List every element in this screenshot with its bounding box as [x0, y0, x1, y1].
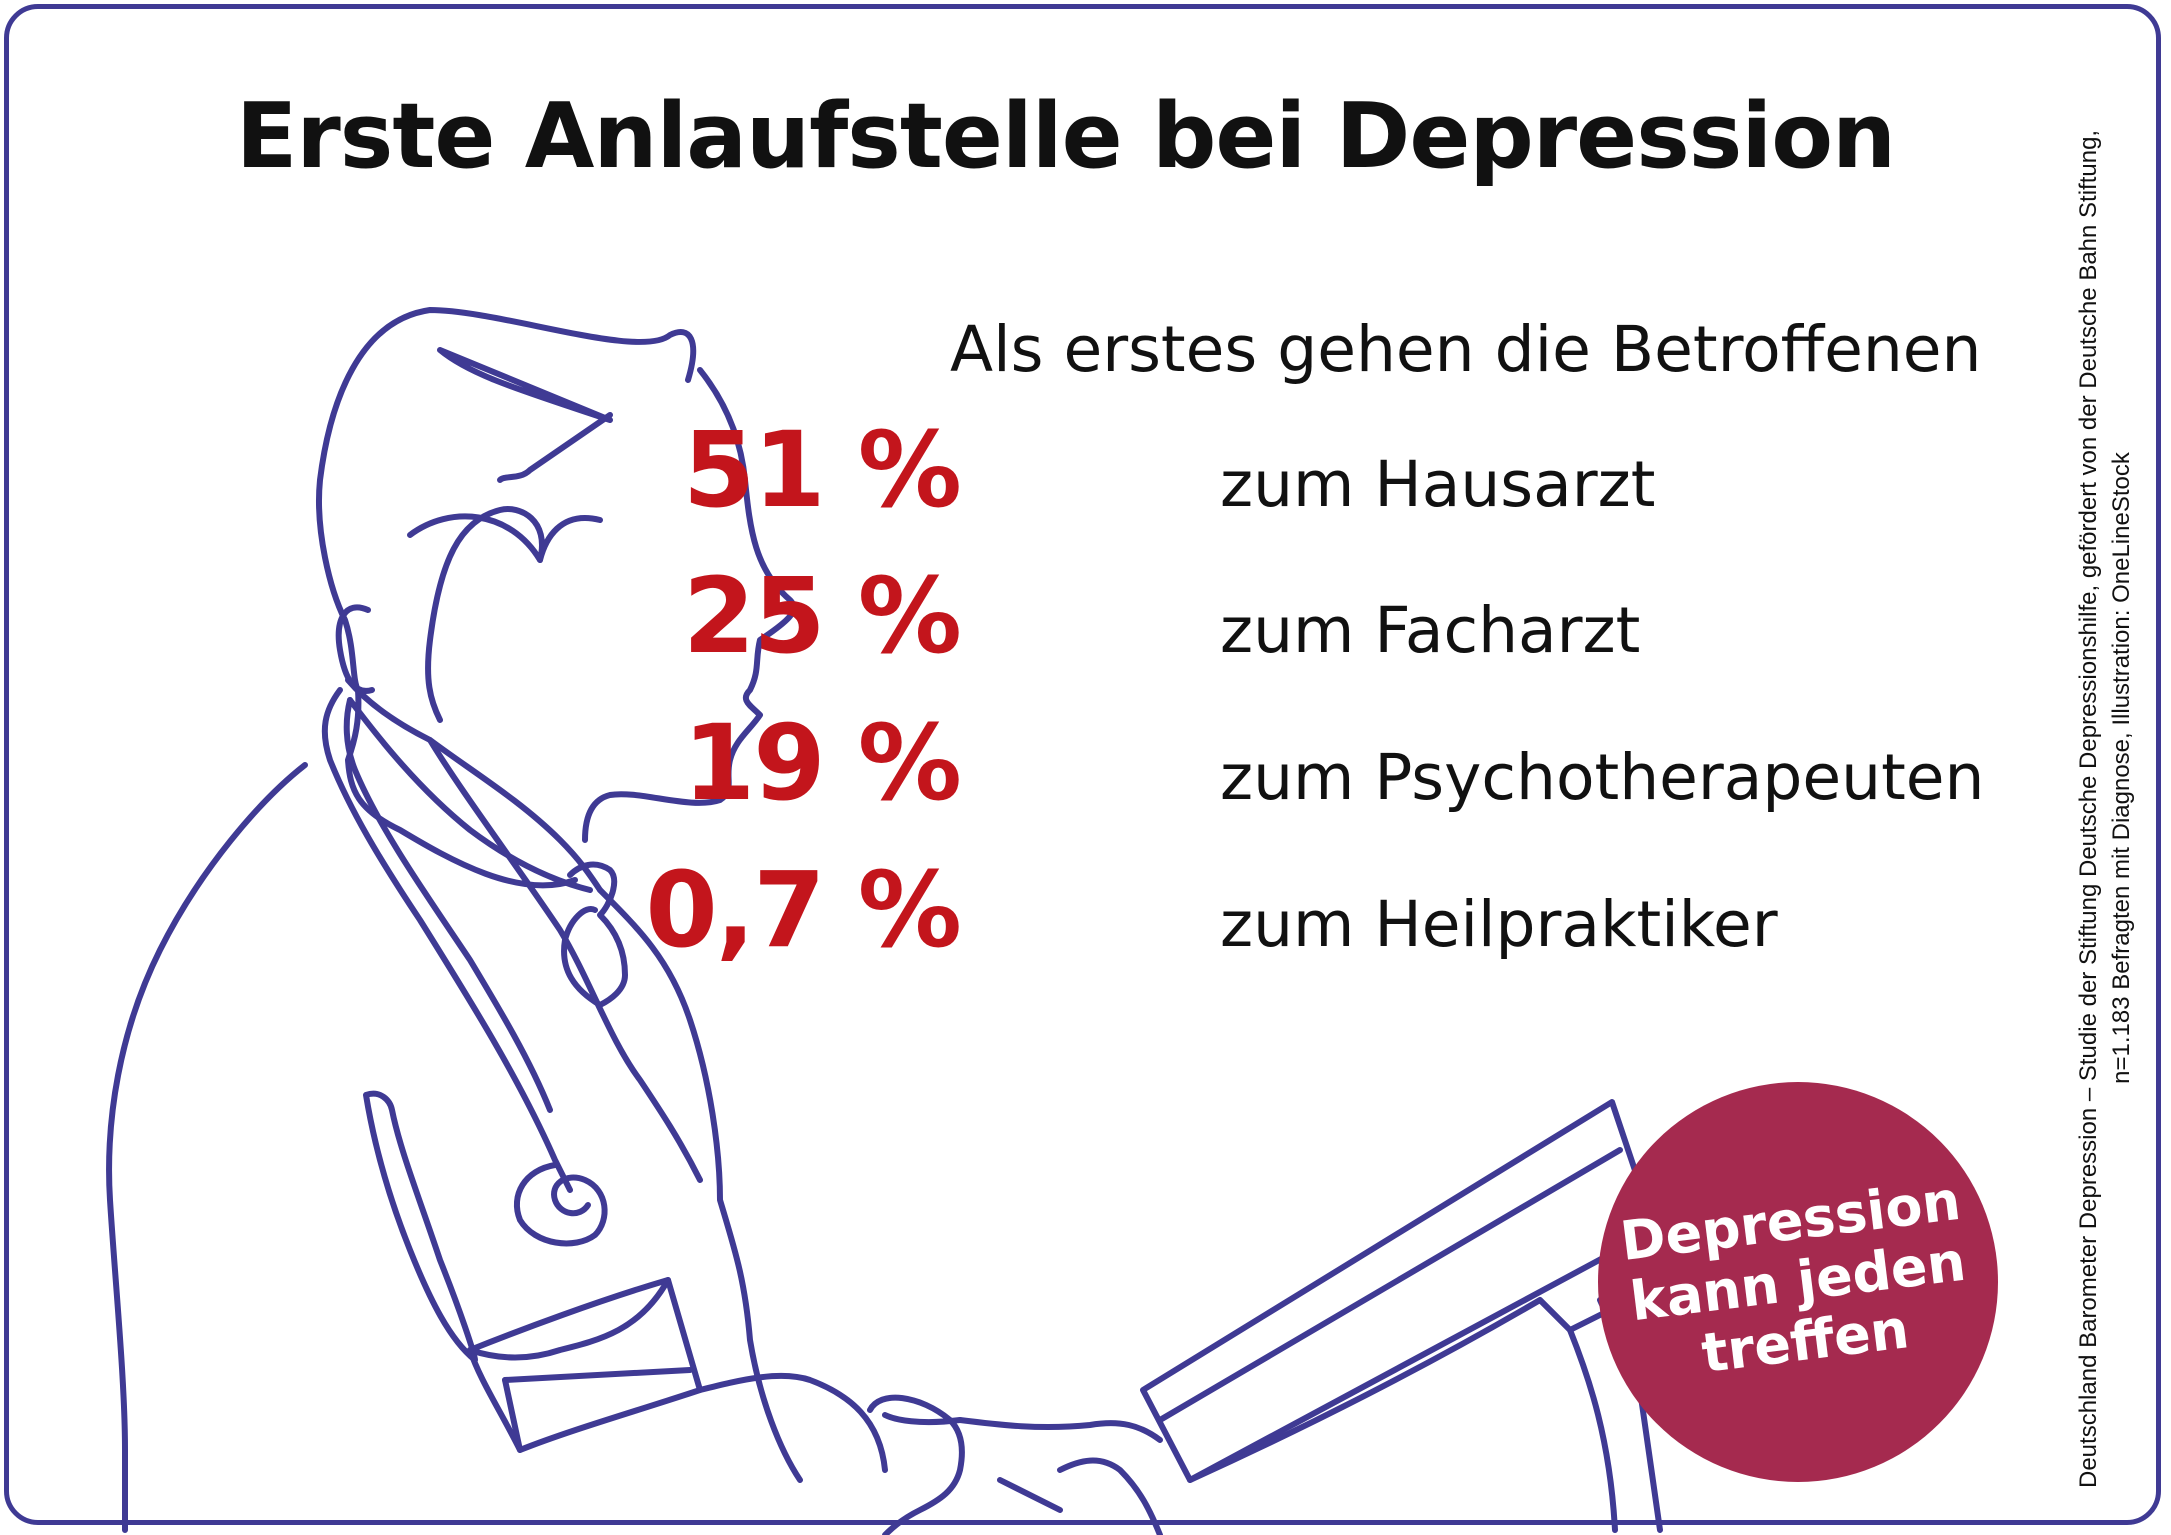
- stat-row-hausarzt: 51 % zum Hausarzt: [0, 412, 1960, 522]
- stat-label: zum Heilpraktiker: [1220, 888, 1778, 961]
- source-line-1: Deutschland Barometer Depression – Studi…: [2075, 129, 2102, 1488]
- badge-text: Depression kann jeden treffen: [1575, 1059, 2021, 1505]
- stat-value: 51 %: [682, 409, 962, 531]
- page-title: Erste Anlaufstelle bei Depression: [235, 84, 1896, 189]
- stat-row-facharzt: 25 % zum Facharzt: [0, 558, 1960, 668]
- stat-row-heilpraktiker: 0,7 % zum Heilpraktiker: [0, 852, 1960, 962]
- intro-text: Als erstes gehen die Betroffenen: [950, 313, 1982, 386]
- stat-label: zum Facharzt: [1220, 594, 1641, 667]
- source-line-2: n=1.183 Befragten mit Diagnose, Illustra…: [2108, 452, 2135, 1084]
- stat-label: zum Hausarzt: [1220, 448, 1656, 521]
- stat-row-psychotherapeuten: 19 % zum Psychotherapeuten: [0, 702, 1985, 824]
- stat-value: 19 %: [682, 702, 962, 824]
- stat-label: zum Psychotherapeuten: [1220, 741, 1985, 814]
- stat-value: 25 %: [682, 555, 962, 677]
- stat-value: 0,7 %: [645, 849, 962, 971]
- depression-badge: Depression kann jeden treffen: [1598, 1082, 1998, 1482]
- source-credit: Deutschland Barometer Depression – Studi…: [2072, 48, 2138, 1488]
